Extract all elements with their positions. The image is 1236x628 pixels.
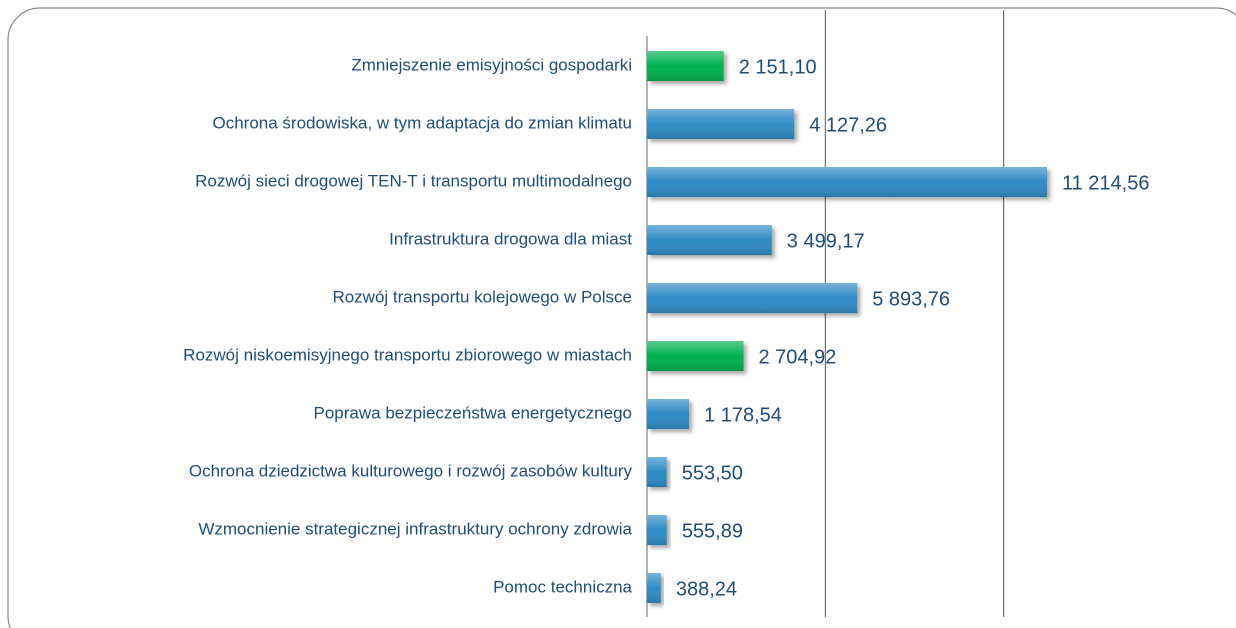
category-label: Pomoc techniczna <box>493 577 632 596</box>
category-label: Rozwój transportu kolejowego w Polsce <box>332 287 632 306</box>
category-label: Wzmocnienie strategicznej infrastruktury… <box>198 519 632 538</box>
bar-shine <box>647 515 667 545</box>
category-label: Infrastruktura drogowa dla miast <box>389 229 632 248</box>
bar-shine <box>647 283 858 313</box>
category-label: Ochrona środowiska, w tym adaptacja do z… <box>212 113 632 132</box>
category-label: Ochrona dziedzictwa kulturowego i rozwój… <box>189 461 633 480</box>
category-label: Rozwój niskoemisyjnego transportu zbioro… <box>183 345 632 364</box>
value-label: 555,89 <box>682 520 743 542</box>
value-label: 388,24 <box>676 578 737 600</box>
bar-shine <box>647 51 724 81</box>
category-label: Rozwój sieci drogowej TEN-T i transportu… <box>195 171 632 190</box>
bar-shine <box>647 573 661 603</box>
bar-shine <box>647 225 772 255</box>
bar-shine <box>647 341 744 371</box>
value-label: 553,50 <box>682 462 743 484</box>
value-label: 4 127,26 <box>809 114 887 136</box>
value-label: 2 151,10 <box>739 56 817 78</box>
value-label: 11 214,56 <box>1062 172 1150 194</box>
value-label: 2 704,92 <box>758 346 836 368</box>
value-label: 1 178,54 <box>704 404 782 426</box>
bar-shine <box>647 109 795 139</box>
bar-shine <box>647 167 1047 197</box>
bar-shine <box>647 457 667 487</box>
bar-shine <box>647 399 690 429</box>
category-label: Poprawa bezpieczeństwa energetycznego <box>314 403 632 422</box>
value-label: 3 499,17 <box>787 230 865 252</box>
frame <box>7 7 1236 628</box>
category-label: Zmniejszenie emisyjności gospodarki <box>351 55 632 74</box>
value-label: 5 893,76 <box>872 288 950 310</box>
